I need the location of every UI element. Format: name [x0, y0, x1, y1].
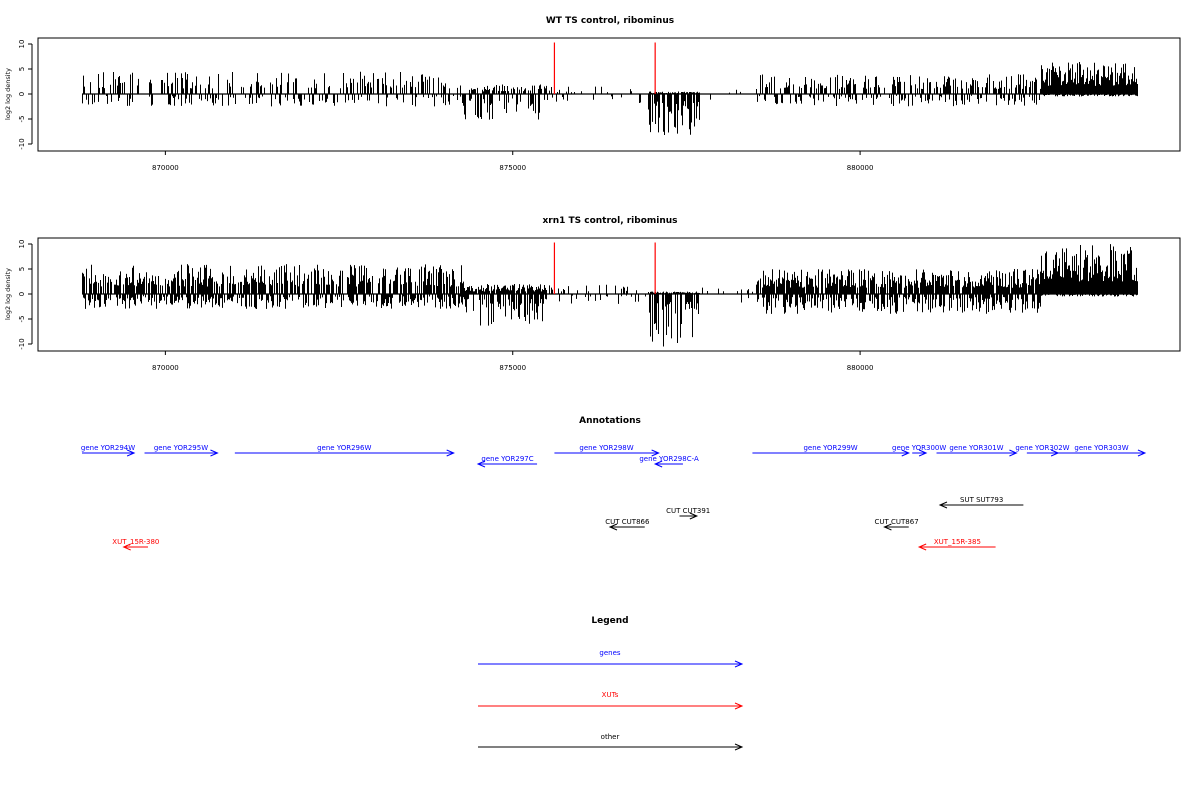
gene-arrowhead — [918, 449, 928, 457]
gene-label: gene YOR294W — [81, 444, 135, 452]
gene-arrowhead — [1137, 449, 1147, 457]
wt-track-title: WT TS control, ribominus — [546, 16, 674, 26]
xut-label: XUT_15R-380 — [112, 538, 159, 546]
legend-arrowhead-other — [734, 743, 744, 751]
gene-arrowhead — [210, 449, 219, 457]
gene-label: gene YOR303W — [1074, 444, 1128, 452]
gene-arrowhead — [446, 449, 455, 457]
other-label: CUT CUT391 — [666, 507, 710, 515]
legend-arrowhead-xuts — [734, 702, 744, 710]
legend-arrowhead-genes — [734, 660, 744, 668]
xrn1-track-ylabel: log2 log density — [4, 268, 12, 320]
xrn1-track-y-axis: 10 5 0 -5 -10 — [18, 240, 33, 350]
gene-label: gene YOR295W — [154, 444, 208, 452]
wt-y-tick-label: -10 — [18, 138, 26, 149]
xrn1-track-bars — [82, 244, 1138, 347]
other-label: SUT SUT793 — [960, 496, 1003, 504]
legend-title: Legend — [591, 616, 628, 626]
xrn1-track-title: xrn1 TS control, ribominus — [542, 216, 677, 226]
wt-track-panel: WT TS control, ribominus log2 log densit… — [4, 16, 1181, 172]
wt-track-x-axis: 870000 875000 880000 — [152, 151, 873, 172]
wt-y-tick-label: -5 — [18, 116, 26, 123]
xrn1-x-tick-label: 870000 — [152, 364, 179, 372]
xrn1-y-tick-label: -10 — [18, 338, 26, 349]
annotations-panel: Annotations gene YOR294W gene YOR295W gene… — [81, 416, 1147, 551]
legend-label-other: other — [601, 733, 620, 741]
other-annotations: SUT SUT793 CUT CUT391 CUT CUT866 CUT CUT867 — [605, 496, 1024, 531]
legend-item-xuts: XUTs — [478, 691, 744, 710]
gene-annotations: gene YOR294W gene YOR295W gene YOR296W gene… — [81, 444, 1147, 468]
wt-track-y-axis: 10 5 0 -5 -10 — [18, 40, 33, 150]
wt-track-ylabel: log2 log density — [4, 68, 12, 120]
xrn1-track-frame — [37, 237, 1181, 352]
other-arrowhead — [689, 512, 699, 520]
legend-item-other: other — [478, 733, 744, 751]
legend-label-xuts: XUTs — [602, 691, 619, 699]
xrn1-y-tick-label: 5 — [18, 267, 26, 271]
wt-y-tick-label: 0 — [18, 92, 26, 96]
gene-arrowhead — [901, 449, 911, 457]
gene-label: gene YOR299W — [803, 444, 857, 452]
other-arrowhead — [608, 523, 618, 531]
xut-arrowhead — [122, 543, 131, 551]
gene-arrowhead — [1009, 449, 1018, 457]
annotations-title: Annotations — [579, 416, 641, 426]
gene-label: gene YOR298W — [579, 444, 633, 452]
xut-annotations: XUT_15R-380 XUT_15R-385 — [112, 538, 996, 551]
legend-label-genes: genes — [599, 649, 620, 657]
other-arrowhead — [883, 523, 892, 531]
xrn1-track-panel: xrn1 TS control, ribominus log2 log dens… — [4, 216, 1181, 372]
gene-label: gene YOR297C — [481, 455, 533, 463]
wt-y-tick-label: 5 — [18, 67, 26, 71]
wt-track-bars — [82, 62, 1138, 135]
gene-label: gene YOR298C-A — [639, 455, 699, 463]
wt-y-tick-label: 10 — [18, 40, 26, 49]
wt-x-tick-label: 875000 — [499, 164, 526, 172]
xrn1-x-tick-label: 875000 — [499, 364, 526, 372]
xut-label: XUT_15R-385 — [934, 538, 981, 546]
xrn1-x-tick-label: 880000 — [847, 364, 874, 372]
gene-label: gene YOR296W — [317, 444, 371, 452]
wt-x-tick-label: 870000 — [152, 164, 179, 172]
other-arrowhead — [938, 501, 948, 509]
gene-arrowhead — [651, 449, 660, 457]
legend-item-genes: genes — [478, 649, 744, 668]
xrn1-track-x-axis: 870000 875000 880000 — [152, 351, 873, 372]
other-label: CUT CUT866 — [605, 518, 650, 526]
xrn1-y-tick-label: 10 — [18, 240, 26, 249]
gene-label: gene YOR301W — [949, 444, 1003, 452]
xrn1-y-tick-label: -5 — [18, 316, 26, 323]
wt-x-tick-label: 880000 — [847, 164, 874, 172]
xrn1-track-markers — [553, 242, 656, 294]
legend-panel: Legend genes XUTs other — [478, 616, 744, 751]
other-label: CUT CUT867 — [874, 518, 918, 526]
gene-arrowhead — [653, 460, 663, 468]
xut-arrowhead — [917, 543, 927, 551]
xrn1-y-tick-label: 0 — [18, 292, 26, 296]
gene-arrowhead — [476, 460, 486, 468]
wt-track-markers — [553, 42, 656, 94]
gene-label: gene YOR302W — [1015, 444, 1069, 452]
gene-label: gene YOR300W — [892, 444, 946, 452]
wt-track-frame — [37, 37, 1181, 152]
gene-arrowhead — [126, 449, 136, 457]
